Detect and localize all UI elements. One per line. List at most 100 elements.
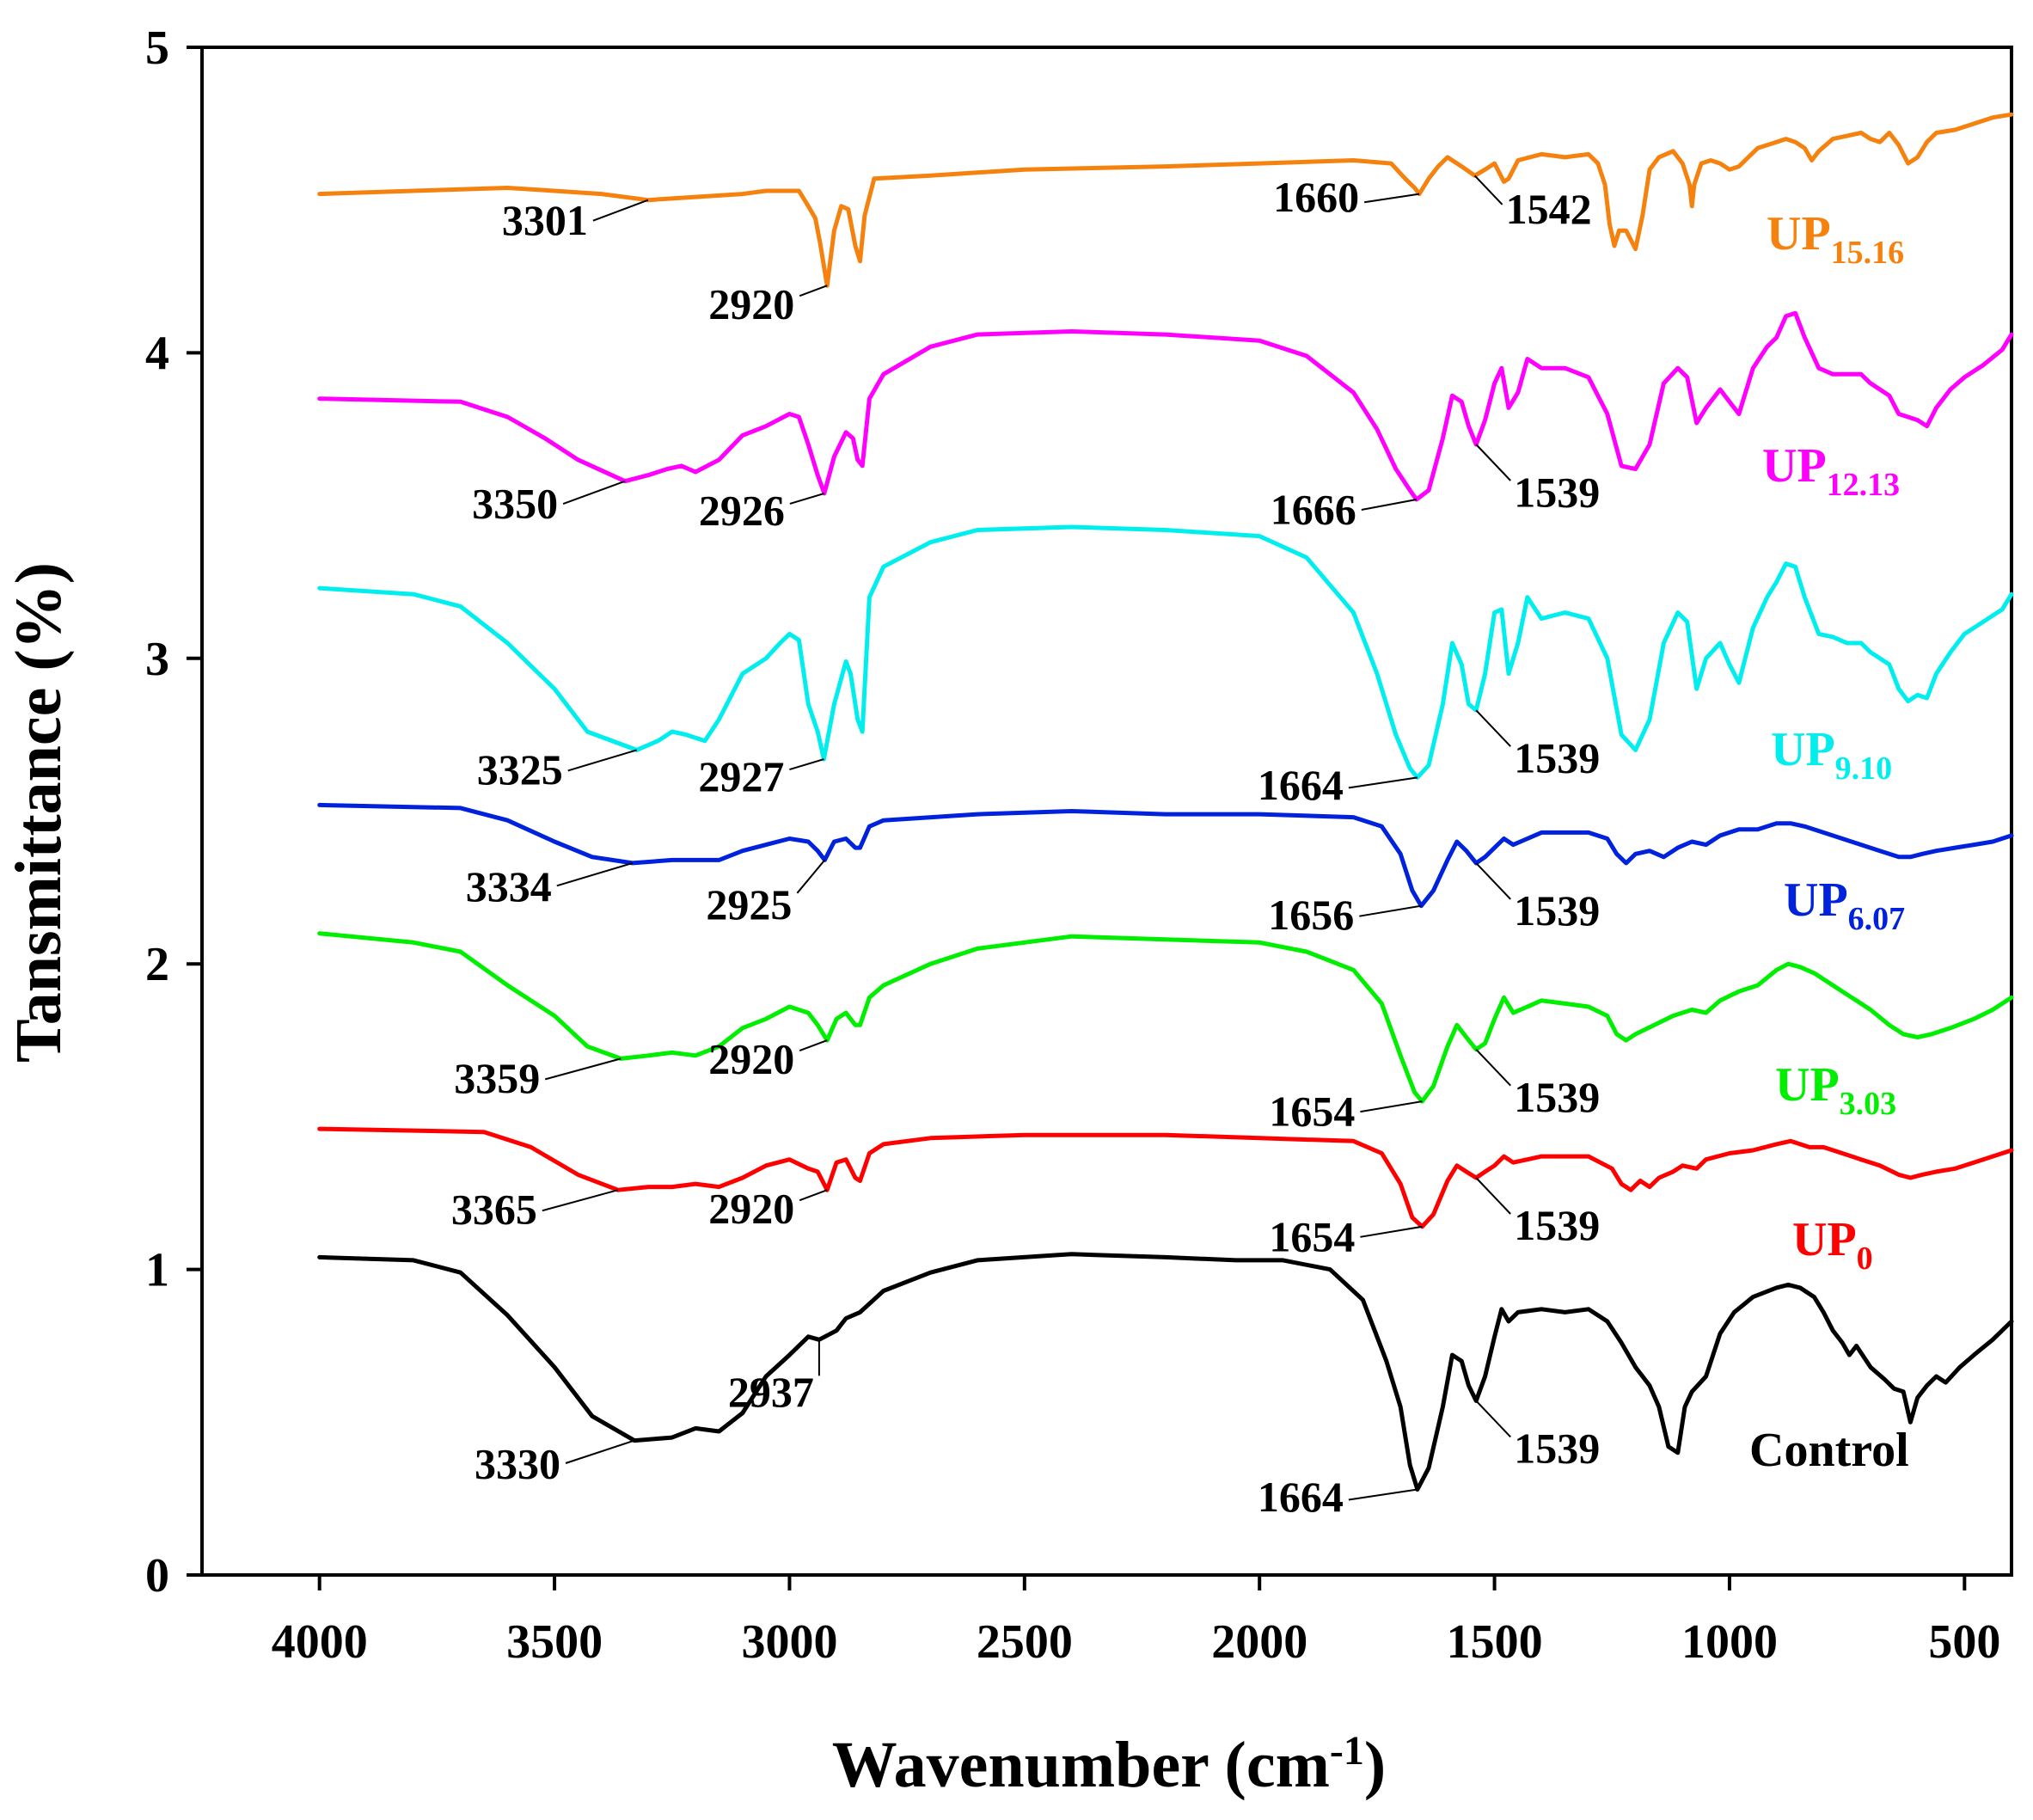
- series-label-subscript: 0: [1857, 1241, 1873, 1277]
- annotation-leader: [1361, 499, 1417, 511]
- peak-label: 3330: [475, 1440, 560, 1488]
- peak-label: 1539: [1514, 734, 1600, 782]
- annotation-leader: [562, 480, 626, 506]
- annotation-leader: [1475, 444, 1511, 481]
- annotation-leader: [1475, 1400, 1511, 1438]
- peak-label: 1664: [1258, 761, 1344, 809]
- y-tick-label: 4: [145, 327, 169, 380]
- peak-label: 2926: [699, 487, 785, 535]
- peak-label: 1539: [1514, 468, 1600, 516]
- series-label-control: Control: [1749, 1424, 1909, 1477]
- peak-label: 2925: [706, 880, 792, 928]
- peak-label: 1664: [1258, 1473, 1344, 1521]
- series-line-control: [317, 1252, 2014, 1492]
- peak-label: 1539: [1514, 1073, 1600, 1121]
- annotation-leader: [1475, 1177, 1511, 1215]
- series-label-main: UP: [1792, 1213, 1857, 1266]
- peak-label: 1654: [1269, 1088, 1355, 1136]
- plot-frame: [200, 46, 2013, 1577]
- series-label-main: UP: [1767, 207, 1831, 260]
- annotation-leader: [556, 861, 634, 887]
- annotation-leader: [799, 1039, 828, 1052]
- series-line-up3-03: [317, 931, 2014, 1104]
- annotation-leader: [542, 1189, 619, 1212]
- peak-label: 1539: [1514, 1425, 1600, 1473]
- series-label-main: UP: [1784, 873, 1848, 927]
- peak-label: 3359: [454, 1054, 540, 1102]
- x-axis-title-suffix: ): [1364, 1729, 1386, 1801]
- series-label-main: UP: [1771, 723, 1835, 776]
- series-label-up9-10: UP9.10: [1771, 723, 1892, 787]
- peak-label: 3365: [451, 1186, 537, 1234]
- series-line-up15-16: [317, 112, 2014, 288]
- annotation-leader: [799, 285, 828, 297]
- x-tick-label: 4000: [272, 1615, 368, 1669]
- annotation-leader: [1348, 776, 1418, 789]
- series-line-up0: [317, 1126, 2014, 1229]
- annotation-leader: [1475, 709, 1511, 747]
- peak-label: 1539: [1514, 1201, 1600, 1249]
- x-tick-label: 2000: [1211, 1615, 1307, 1669]
- peak-label: 1654: [1269, 1212, 1355, 1260]
- peak-label: 2920: [708, 1185, 794, 1233]
- peak-label: 3301: [502, 196, 588, 244]
- y-tick-label: 5: [145, 21, 169, 75]
- series-line-up9-10: [317, 524, 2014, 780]
- y-axis-title: Tansmittance (%): [3, 562, 75, 1063]
- annotation-leader: [789, 758, 824, 771]
- y-tick-label: 1: [145, 1244, 169, 1297]
- annotation-leader: [1473, 175, 1503, 205]
- annotation-leader: [789, 492, 825, 505]
- peak-label: 1539: [1514, 886, 1600, 935]
- annotation-leader: [1348, 1488, 1418, 1501]
- x-tick-label: 500: [1928, 1615, 2000, 1669]
- annotation-leader: [1475, 862, 1511, 900]
- y-tick-label: 0: [145, 1549, 169, 1602]
- peak-label: 2937: [728, 1368, 814, 1416]
- series-label-subscript: 15.16: [1831, 235, 1905, 271]
- ticks: 4000 3500 3000 2500 2000 1500 1000 500 0 1 2 3 4 5: [145, 21, 2000, 1669]
- annotation-leader: [567, 749, 637, 772]
- peak-label: 2920: [708, 1035, 794, 1083]
- peak-label: 2920: [708, 280, 794, 328]
- annotation-leader: [1363, 193, 1420, 204]
- series-label-up15-16: UP15.16: [1767, 207, 1904, 271]
- series-line-up6-07: [317, 802, 2014, 909]
- series-label-up0: UP0: [1792, 1213, 1873, 1277]
- peak-label: 3325: [477, 745, 563, 794]
- peak-label: 1656: [1268, 891, 1354, 939]
- annotation-leader: [796, 859, 826, 894]
- annotation-leader: [1475, 1049, 1511, 1087]
- series-label-main: Control: [1749, 1424, 1909, 1477]
- spectra-curves: [317, 112, 2014, 1492]
- x-tick-label: 1500: [1447, 1615, 1543, 1669]
- x-axis-title-main: Wavenumber (cm: [832, 1729, 1330, 1801]
- peak-label: 3334: [466, 862, 552, 910]
- peak-label: 1542: [1506, 185, 1592, 233]
- annotation-leader: [544, 1057, 622, 1081]
- series-label-up3-03: UP3.03: [1775, 1058, 1896, 1122]
- y-tick-label: 3: [145, 633, 169, 686]
- annotation-leader: [565, 1439, 635, 1464]
- x-tick-label: 1000: [1681, 1615, 1778, 1669]
- y-tick-label: 2: [145, 938, 169, 991]
- x-tick-label: 2500: [977, 1615, 1073, 1669]
- annotation-leader: [799, 1189, 828, 1202]
- series-labels: ControlUP0UP3.03UP6.07UP9.10UP12.13UP15.…: [1749, 207, 1909, 1477]
- peak-label: 1666: [1271, 486, 1356, 534]
- series-label-subscript: 6.07: [1848, 901, 1906, 937]
- series-label-subscript: 3.03: [1840, 1086, 1897, 1122]
- x-tick-label: 3500: [506, 1615, 603, 1669]
- series-line-up12-13: [317, 310, 2014, 502]
- peak-label: 3350: [472, 480, 558, 528]
- peak-label: 2927: [698, 752, 784, 800]
- series-label-subscript: 9.10: [1835, 751, 1893, 787]
- peak-annotations: 3301 2920 1660 1542 3350 2926 1666 1539 3325 2927…: [451, 173, 1600, 1521]
- annotation-leader: [1360, 1100, 1423, 1113]
- x-axis-title-sup: -1: [1330, 1728, 1364, 1774]
- peak-label: 1660: [1273, 173, 1359, 221]
- series-label-main: UP: [1762, 439, 1827, 493]
- annotation-leader: [1360, 1225, 1423, 1238]
- x-axis-title: Wavenumber (cm-1): [832, 1728, 1386, 1802]
